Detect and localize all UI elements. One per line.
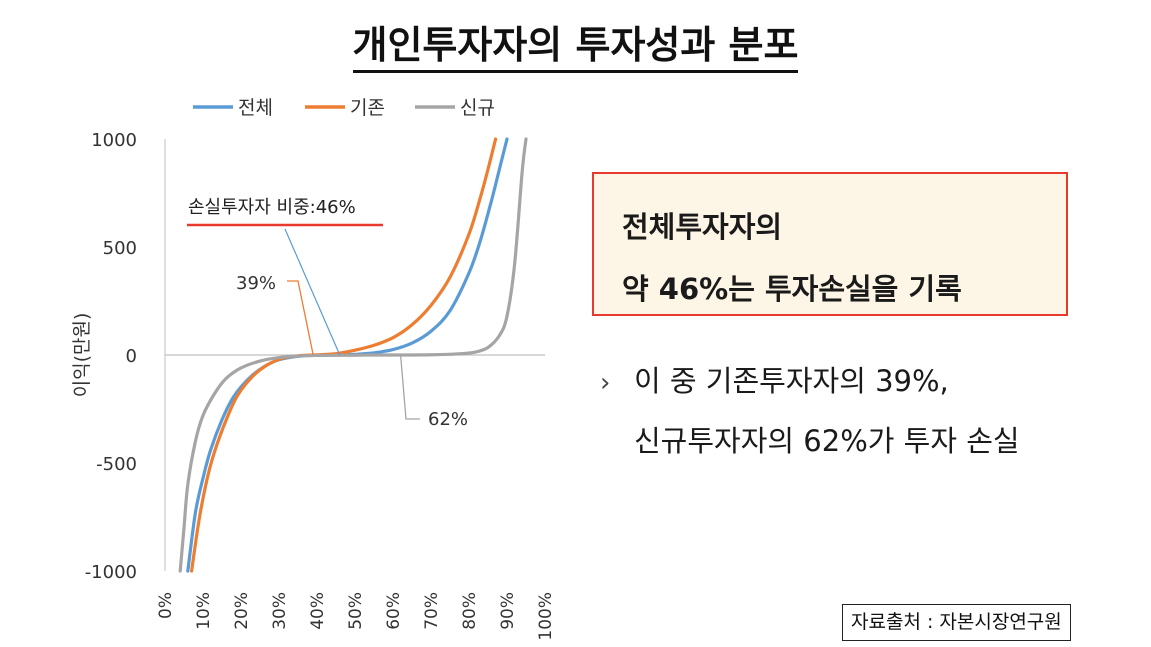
summary-line-1: 전체투자자의 (622, 210, 783, 244)
x-tick-label: 20% (232, 592, 252, 630)
profit-distribution-chart: 전체 기존 신규 1000 500 0 -500 -1000 0% 10% 20% 30% 40% 50… (71, 97, 556, 641)
y-tick-label: 1000 (91, 130, 137, 151)
annotation-label-total: 손실투자자 비중:46% (188, 197, 356, 218)
annotation-leader-total (284, 228, 341, 356)
y-axis-label: 이익(만원) (71, 313, 93, 398)
page-title-text: 개인투자자의 투자성과 분포 (352, 23, 799, 73)
chart-annotations: 손실투자자 비중:46% 39% 62% (187, 197, 468, 430)
annotation-label-new: 62% (428, 409, 468, 430)
annotation-leader-existing (287, 280, 314, 356)
series-line-2 (178, 137, 528, 573)
page-title: 개인투자자의 투자성과 분포 (0, 14, 1151, 73)
summary-box: 전체투자자의 약 46%는 투자손실을 기록 (592, 172, 1068, 316)
annotation-leader-new (399, 354, 420, 420)
x-tick-label: 60% (384, 592, 404, 630)
y-tick-label: 0 (126, 346, 137, 367)
note-line-2: 신규투자자의 62%가 투자 손실 (634, 424, 1020, 458)
annotation-label-existing: 39% (236, 273, 276, 294)
chart-axes: 1000 500 0 -500 -1000 0% 10% 20% 30% 40% 50% 60% 70%… (71, 130, 556, 641)
y-tick-label: -500 (96, 454, 137, 475)
x-tick-label: 100% (536, 592, 556, 641)
note-line-1: 이 중 기존투자자의 39%, (634, 364, 949, 398)
x-tick-label: 30% (270, 592, 290, 630)
legend-label-1: 기존 (350, 97, 385, 119)
source-label: 자료출처 : 자본시장연구원 (842, 604, 1071, 641)
legend-label-2: 신규 (460, 97, 495, 119)
x-tick-label: 40% (308, 592, 328, 630)
chevron-right-icon: › (600, 368, 611, 398)
legend-label-0: 전체 (238, 97, 273, 119)
x-tick-label: 10% (194, 592, 214, 630)
x-tick-label: 90% (498, 592, 518, 630)
summary-line-2: 약 46%는 투자손실을 기록 (622, 272, 962, 306)
x-tick-label: 80% (460, 592, 480, 630)
x-tick-label: 50% (346, 592, 366, 630)
note-text: › 이 중 기존투자자의 39%, 신규투자자의 62%가 투자 손실 (600, 352, 1020, 470)
y-tick-label: -1000 (85, 562, 137, 583)
y-tick-label: 500 (103, 238, 137, 259)
x-tick-label: 0% (156, 592, 176, 619)
x-tick-label: 70% (422, 592, 442, 630)
chart-legend: 전체 기존 신규 (193, 97, 495, 119)
